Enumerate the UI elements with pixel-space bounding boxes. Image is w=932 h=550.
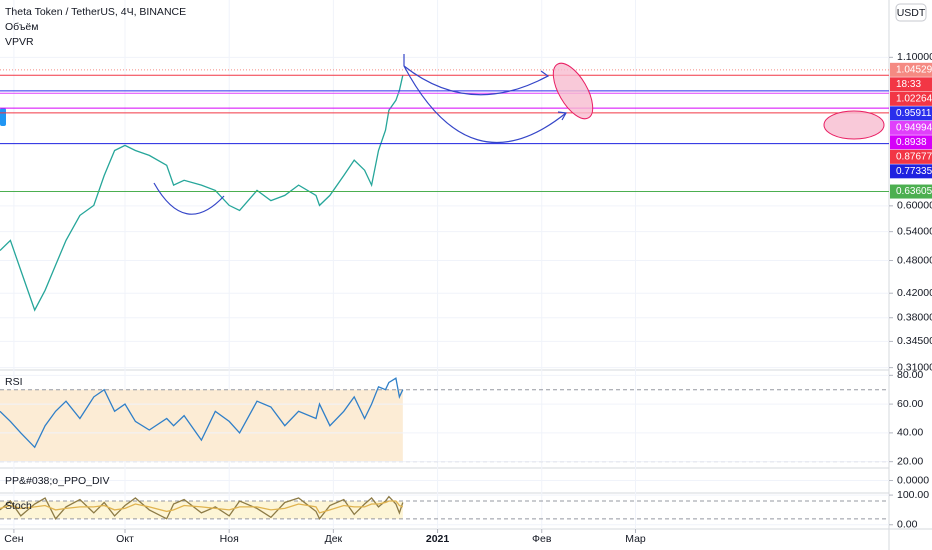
drawings [153, 54, 567, 215]
y-tick-label: 40.00 [897, 427, 923, 439]
indicator-label: Объём [5, 21, 38, 33]
x-tick-label: Фев [532, 533, 552, 545]
price-label: 0.63605 [896, 186, 932, 197]
x-tick-label: Ноя [220, 533, 239, 545]
y-tick-label: 0.00 [897, 519, 918, 531]
price-label: 0.77335 [896, 166, 932, 177]
target-ellipse [823, 110, 885, 140]
y-tick-label: 0.60000 [897, 200, 932, 212]
arrow-head [557, 111, 567, 121]
pane-title: Stoch [5, 500, 32, 512]
y-tick-label: 0.34500 [897, 335, 932, 347]
y-tick-label: 0.31000 [897, 361, 932, 373]
price-label: 18:33 [896, 79, 921, 90]
price-label: 1.02264 [896, 93, 932, 104]
price-label-box [890, 120, 932, 135]
line-series [0, 377, 404, 449]
price-label-box [890, 184, 932, 199]
y-tick-label: 80.00 [897, 369, 923, 381]
pane-title: PP&#038;o_PPO_DIV [5, 475, 109, 487]
price-label: 1.04529 [896, 64, 932, 75]
y-tick-label: 1.10000 [897, 51, 932, 63]
x-tick-label: Дек [325, 533, 343, 545]
x-tick-label: 2021 [426, 533, 450, 545]
price-label: 0.8938 [896, 137, 927, 148]
price-label-box [890, 135, 932, 150]
price-label: 0.95911 [896, 108, 932, 119]
line-series [0, 500, 404, 514]
arc-up [403, 65, 549, 96]
target-ellipse [552, 62, 594, 120]
x-tick-label: Мар [625, 533, 646, 545]
band-fill [0, 389, 403, 462]
indicator-label: VPVR [5, 36, 34, 48]
currency-label[interactable]: USDT [897, 7, 926, 19]
y-tick-label: 0.48000 [897, 254, 932, 266]
side-marker [0, 108, 6, 126]
arc-cup [153, 182, 225, 215]
y-tick-label: 100.00 [897, 489, 929, 501]
y-tick-label: 0.54000 [897, 225, 932, 237]
price-label: 0.87677 [896, 151, 932, 162]
price-label-box [890, 62, 932, 77]
y-tick-label: 0.38000 [897, 312, 932, 324]
price-label: 0.94994 [896, 122, 932, 133]
price-label-box [890, 91, 932, 106]
y-tick-label: 60.00 [897, 398, 923, 410]
line-series [0, 495, 404, 521]
y-tick-label: 0.42000 [897, 287, 932, 299]
y-tick-label: 20.00 [897, 455, 923, 467]
y-tick-label: 0.0000 [897, 474, 929, 486]
price-label-box [890, 77, 932, 92]
price-label-box [890, 149, 932, 164]
currency-button[interactable] [895, 3, 927, 22]
chart-title: Theta Token / TetherUS, 4Ч, BINANCE [5, 6, 186, 18]
band-fill [0, 501, 403, 519]
arc-down [403, 65, 567, 144]
x-tick-label: Сен [4, 533, 23, 545]
price-label-box [890, 164, 932, 179]
x-tick-label: Окт [116, 533, 134, 545]
pane-title: RSI [5, 376, 23, 388]
price-label-box [890, 106, 932, 121]
arrow-head [539, 70, 550, 81]
